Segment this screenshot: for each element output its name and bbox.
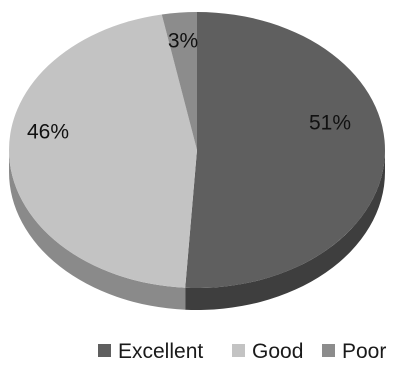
legend-entry-poor: Poor xyxy=(322,340,386,363)
data-label-good: 46% xyxy=(27,121,69,144)
legend-label-good: Good xyxy=(252,340,303,363)
data-label-excellent: 51% xyxy=(309,112,351,135)
pie-slices xyxy=(8,12,385,288)
legend: Excellent Good Poor xyxy=(98,340,386,363)
legend-swatch-poor xyxy=(322,344,335,357)
pie-data-labels: 51% 46% 3% xyxy=(27,30,351,144)
legend-entry-excellent: Excellent xyxy=(98,340,203,363)
pie-3d-sides xyxy=(9,150,385,310)
pie-slice-poor xyxy=(161,12,197,150)
legend-label-excellent: Excellent xyxy=(118,340,203,363)
legend-label-poor: Poor xyxy=(342,340,386,363)
pie-side-good xyxy=(9,150,186,310)
legend-swatch-good xyxy=(232,344,245,357)
pie-slice-excellent xyxy=(185,12,385,288)
legend-swatch-excellent xyxy=(98,344,111,357)
pie-side-excellent xyxy=(185,150,385,310)
pie-slice-good xyxy=(8,14,198,288)
data-label-poor: 3% xyxy=(168,30,198,53)
legend-entry-good: Good xyxy=(232,340,303,363)
